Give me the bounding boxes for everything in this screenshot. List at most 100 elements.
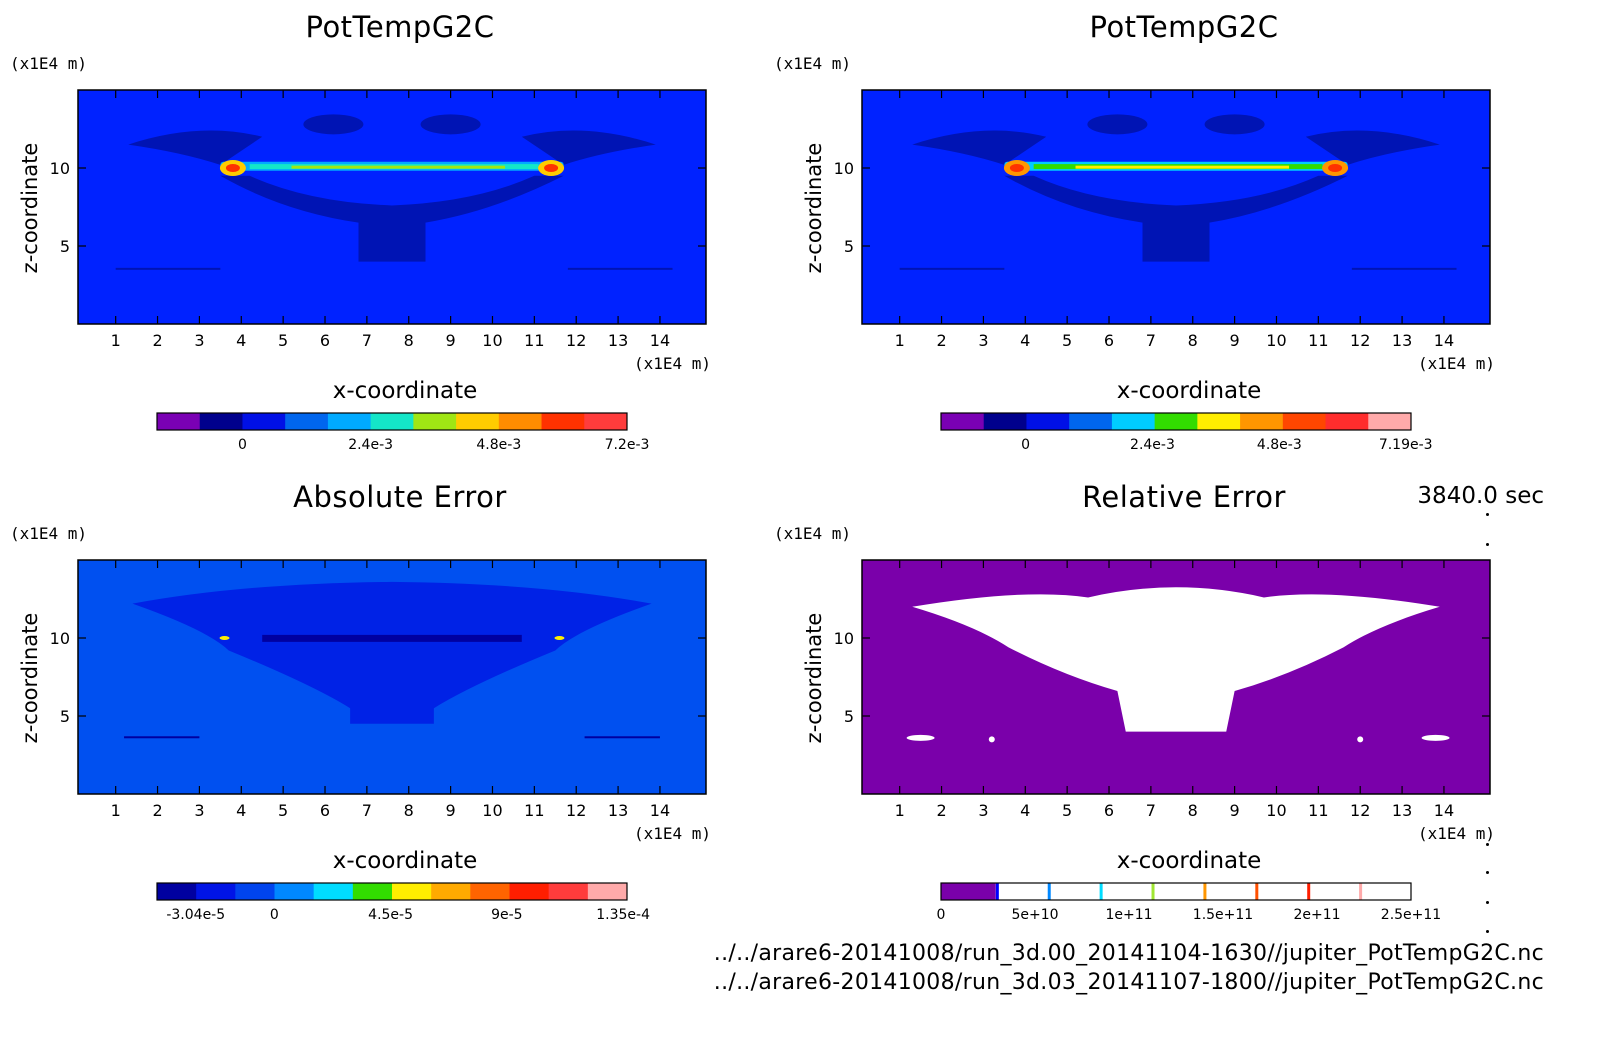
contour-region	[1357, 736, 1364, 743]
colorbar-swatch	[313, 883, 354, 900]
x-tick-label: 5	[278, 331, 288, 350]
hot-band	[1075, 165, 1290, 169]
x-tick-label: 7	[362, 801, 372, 820]
plot-frame	[77, 559, 707, 795]
colorbar-swatch	[242, 413, 286, 430]
colorbar-frame	[940, 412, 1412, 431]
x-tick-label: 13	[1392, 801, 1412, 820]
x-tick-label: 4	[1020, 801, 1030, 820]
colorbar-swatch	[1203, 883, 1207, 900]
x-tick-label: 3	[978, 801, 988, 820]
contour-line	[567, 267, 673, 270]
x-tick-label: 3	[194, 801, 204, 820]
y-unit-label: (x1E4 m)	[10, 524, 88, 543]
y-tick-label: 10	[834, 629, 854, 648]
colorbar-swatch	[1151, 883, 1155, 900]
contour-region	[988, 736, 995, 743]
contour-features	[899, 114, 1457, 270]
x-tick-label: 7	[1146, 801, 1156, 820]
hot-spot	[1328, 164, 1343, 172]
colorbar-swatch	[1069, 413, 1113, 430]
x-tick-label: 9	[446, 801, 456, 820]
colorbar-tick-label: 0	[937, 907, 946, 923]
colorbar-swatch	[413, 413, 457, 430]
x-tick-label: 14	[650, 331, 670, 350]
colorbar-swatch	[1047, 883, 1051, 900]
colorbar-tick-label: 0	[1021, 437, 1030, 453]
x-tick-label: 4	[236, 331, 246, 350]
x-tick-label: 9	[1230, 331, 1240, 350]
x-tick-label: 8	[404, 801, 414, 820]
y-tick-label: 5	[844, 707, 854, 726]
x-tick-label: 11	[524, 801, 544, 820]
marker-dot	[1486, 901, 1489, 904]
y-tick-label: 5	[60, 707, 70, 726]
colorbar-swatch	[995, 883, 999, 900]
x-tick-label: 8	[404, 331, 414, 350]
x-unit-label: (x1E4 m)	[634, 354, 712, 373]
contour-region	[912, 587, 1440, 732]
contour-line	[115, 267, 221, 270]
x-tick-label: 13	[608, 801, 628, 820]
x-tick-label: 7	[1146, 331, 1156, 350]
chart-title: PotTempG2C	[305, 10, 495, 44]
colorbar-tick-label: 7.19e-3	[1379, 437, 1433, 453]
simulation-time: 3840.0 sec	[1417, 483, 1544, 509]
x-axis-label: x-coordinate	[1116, 378, 1262, 404]
y-tick-label: 10	[834, 159, 854, 178]
colorbar-swatch	[1368, 413, 1412, 430]
colorbar-swatch	[1282, 413, 1327, 430]
x-tick-label: 2	[152, 331, 162, 350]
x-tick-label: 13	[608, 331, 628, 350]
contour-region	[420, 114, 481, 135]
colorbar-swatch	[1111, 413, 1156, 430]
colorbar-tick-label: -3.04e-5	[166, 907, 225, 923]
x-tick-label: 8	[1188, 801, 1198, 820]
x-tick-label: 3	[978, 331, 988, 350]
colorbar-swatch	[235, 883, 275, 900]
colorbar-swatch	[327, 413, 372, 430]
x-tick-label: 1	[111, 801, 121, 820]
colorbar-swatch	[587, 883, 628, 900]
colorbar-swatch	[157, 413, 201, 430]
contour-line	[584, 736, 660, 739]
colorbar-tick-label: 2e+11	[1293, 907, 1340, 923]
y-tick-label: 10	[50, 629, 70, 648]
y-unit-label: (x1E4 m)	[774, 54, 852, 73]
contour-features	[906, 587, 1450, 743]
colorbar-tick-label: 0	[238, 437, 247, 453]
contour-region	[1204, 114, 1265, 135]
x-tick-label: 11	[1308, 331, 1328, 350]
colorbar-swatch	[1325, 413, 1369, 430]
y-tick-label: 5	[844, 237, 854, 256]
colorbar-swatch	[941, 413, 985, 430]
x-unit-label: (x1E4 m)	[1418, 354, 1496, 373]
hot-spot	[1009, 164, 1024, 172]
contour-region	[1421, 734, 1450, 741]
colorbar-swatch	[548, 883, 589, 900]
contour-region	[1004, 175, 1348, 262]
plot-frame	[861, 89, 1491, 325]
x-tick-label: 5	[1062, 801, 1072, 820]
x-tick-label: 11	[1308, 801, 1328, 820]
contour-line	[1351, 267, 1457, 270]
marker-dot	[1486, 843, 1489, 846]
x-tick-label: 2	[936, 801, 946, 820]
hot-spot	[225, 164, 240, 172]
colorbar-tick-label: 7.2e-3	[605, 437, 650, 453]
contour-region	[1305, 130, 1440, 165]
x-unit-label: (x1E4 m)	[634, 824, 712, 843]
colorbar-tick-label: 2.4e-3	[1130, 437, 1175, 453]
colorbar-swatch	[370, 413, 414, 430]
colorbar-swatch	[196, 883, 236, 900]
x-tick-label: 6	[320, 331, 330, 350]
colorbar-tick-label: 1.35e-4	[596, 907, 650, 923]
x-unit-label: (x1E4 m)	[1418, 824, 1496, 843]
file-path-1: ../../arare6-20141008/run_3d.00_20141104…	[713, 941, 1544, 966]
